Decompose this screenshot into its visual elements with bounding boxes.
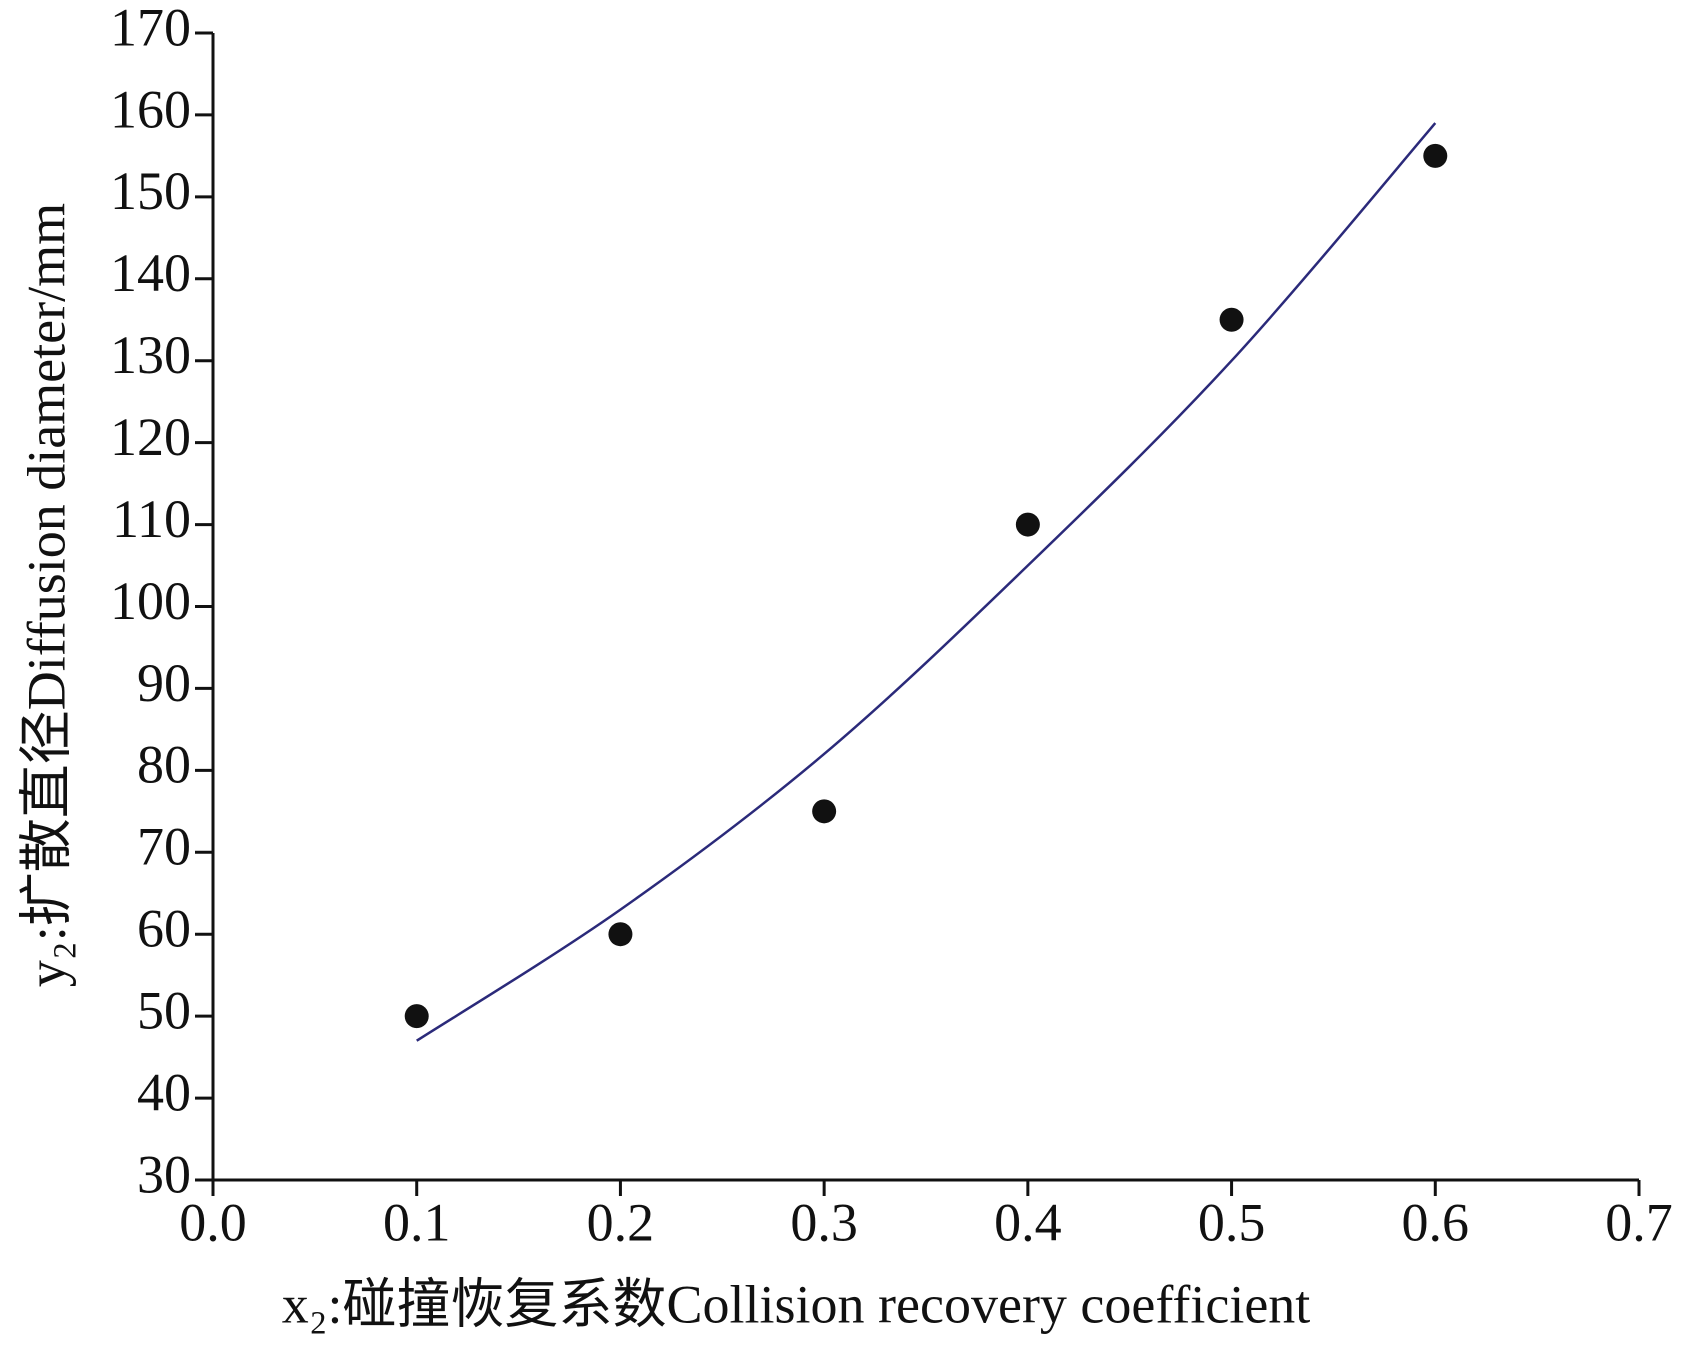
y-tick-label: 30 [137,1144,191,1204]
y-tick-label: 110 [112,489,191,549]
data-point [608,922,633,947]
y-tick-label: 170 [110,0,191,57]
y-tick-label: 150 [110,161,191,221]
y-tick-label: 50 [137,981,191,1041]
x-tick-label: 0.1 [383,1192,451,1252]
x-tick-label: 0.5 [1198,1192,1266,1252]
data-point [404,1004,429,1029]
x-tick-label: 0.3 [790,1192,858,1252]
data-point [1015,512,1040,537]
y-tick-label: 100 [110,571,191,631]
y-tick-label: 70 [137,817,191,877]
y-tick-label: 160 [110,79,191,139]
y-tick-label: 130 [110,325,191,385]
x-tick-label: 0.4 [994,1192,1062,1252]
fit-curve [416,122,1437,1042]
y-tick-label: 40 [137,1062,191,1122]
data-point [1219,307,1244,332]
x-tick-label: 0.6 [1402,1192,1470,1252]
data-point [1423,143,1448,168]
y-axis-label: y₂:扩散直径Diffusion diameter/mm [16,203,76,987]
x-tick-label: 0.0 [179,1192,247,1252]
x-tick-label: 0.2 [587,1192,655,1252]
y-tick-label: 90 [137,653,191,713]
y-tick-label: 120 [110,407,191,467]
x-axis-label: x₂:碰撞恢复系数Collision recovery coefficient [282,1274,1311,1334]
y-tick-label: 60 [137,899,191,959]
data-point [812,799,837,824]
x-tick-label: 0.7 [1605,1192,1673,1252]
y-tick-label: 140 [110,243,191,303]
y-tick-label: 80 [137,735,191,795]
